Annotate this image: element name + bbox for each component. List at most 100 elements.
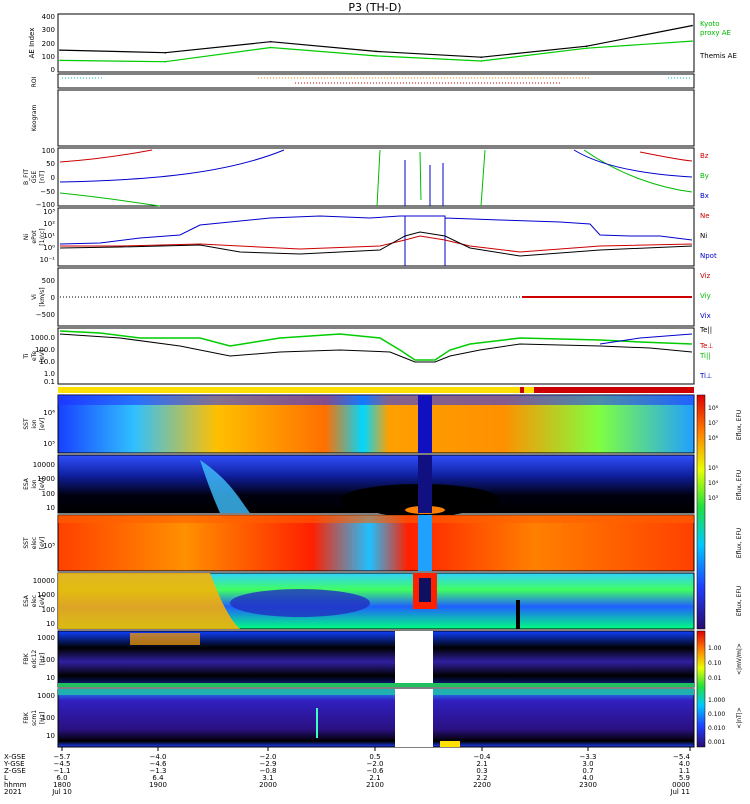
footer-cell: −5.4 (673, 753, 691, 761)
footer-row-label: X-GSE (4, 753, 26, 761)
spec2-ylabel-3: [eV] (39, 537, 46, 549)
bfit-ylabel-1: B_FIT (23, 169, 30, 185)
footer-cell: −1.3 (150, 767, 167, 775)
footer-cell: 4.0 (582, 774, 593, 782)
roi-panel-frame (57, 73, 695, 89)
bfit-ytick-0: 0 (51, 174, 55, 182)
bfit-ytick-50: 50 (46, 160, 55, 168)
density-legend-npot: Npot (700, 252, 717, 260)
ae-point (691, 24, 693, 27)
temp-ylabel-3: [eV] (39, 350, 46, 362)
spec2-ylabel-2: elec (31, 537, 38, 549)
esa-ion-panel (57, 454, 695, 516)
eflux-tick-1e8: 10⁸ (708, 405, 719, 412)
ae-ytick-300: 300 (42, 26, 55, 34)
footer-cell: 5.9 (679, 774, 690, 782)
mode-bar-slow (58, 387, 520, 393)
spec3-ytick-4: 10 (46, 620, 55, 628)
footer-cell: −2.0 (367, 760, 384, 768)
fbk-b-data-gap (395, 689, 433, 747)
fbk-b-tick-2: 0.100 (708, 711, 725, 718)
footer-cell: 2000 (259, 781, 277, 789)
mode-bar-gap (520, 387, 534, 393)
footer-row-label: L (4, 774, 8, 782)
density-ytick-1em1: 10⁻¹ (40, 256, 56, 264)
density-ytick-1e1: 10¹ (43, 232, 55, 240)
velocity-ylabel-2: [km/s] (39, 287, 46, 306)
bfit-by-mid (376, 149, 486, 207)
fbk-e-tick-3: 0.01 (708, 675, 722, 682)
sst-elec-panel (57, 514, 695, 572)
fbk-e-data-gap (395, 631, 433, 687)
density-ytick-1e2: 10² (43, 220, 55, 228)
eflux-tick-1e6: 10⁶ (708, 435, 719, 442)
spec5-ytick-3: 10 (46, 732, 55, 740)
spec2-ytick-1: 10⁵ (43, 542, 55, 550)
ae-point (164, 60, 167, 63)
footer-cell: −2.0 (260, 753, 277, 761)
velocity-ytick-0: 0 (51, 294, 55, 302)
density-ne-line (60, 235, 693, 253)
ae-point (59, 49, 61, 51)
ae-point (269, 40, 272, 43)
spec1-ytick-3: 100 (42, 490, 55, 498)
density-legend-ne: Ne (700, 212, 710, 220)
roi-ylabel: ROI (31, 76, 38, 87)
temp-legend-teperp: Te⊥ (699, 342, 714, 350)
footer-cell: 2.2 (476, 774, 487, 782)
footer-cell: 1.1 (679, 767, 690, 775)
footer-cell: 6.0 (56, 774, 67, 782)
spec4-ytick-1: 1000 (37, 634, 55, 642)
spec3-ylabel-1: ESA (23, 594, 30, 607)
footer-row-label: Y-GSE (3, 760, 25, 768)
colorbars: 10⁸ 10⁷ 10⁶ 10⁵ 10⁴ 10³ 1.00 0.10 0.01 1… (696, 394, 743, 748)
footer-cell: 3.1 (262, 774, 273, 782)
density-ni-line (59, 215, 693, 266)
temp-ytick-100: 100.0 (35, 346, 55, 354)
footer-cell: 2.1 (369, 774, 380, 782)
velocity-ytick-500: 500 (42, 277, 55, 285)
velocity-legend-viz: Viz (700, 272, 711, 280)
fbk-b-bottom-feature (440, 741, 460, 747)
eflux-label-3: Eflux, EFU (736, 528, 743, 558)
velocity-ytick-m500: −500 (36, 311, 55, 319)
spec3-ylabel-2: elec (31, 595, 38, 607)
keogram-panel: Keogram (31, 89, 695, 147)
temp-ytick-0-1: 0.1 (44, 378, 55, 386)
ae-ytick-100: 100 (42, 53, 55, 61)
bfit-ylabel-2: GSE (31, 171, 38, 183)
bfit-bx-left (59, 149, 285, 183)
footer-cell: −3.3 (580, 753, 597, 761)
density-npot-line (59, 231, 693, 257)
fbk-e-tick-1: 1.00 (708, 645, 722, 652)
ephemeris-footer: X-GSEY-GSEZ-GSELhhmm2021−5.7−4.5−1.16.01… (3, 747, 691, 796)
spec1-ytick-4: 10 (46, 504, 55, 512)
fbk-e-bottom-band (58, 683, 694, 687)
temp-legend-tipar: Ti|| (699, 352, 711, 360)
sst-ion-panel (57, 394, 695, 454)
ae-point (691, 40, 693, 42)
ae-ytick-200: 200 (42, 40, 55, 48)
spec0-ytick-1: 10⁶ (43, 409, 55, 417)
footer-cell: 0.5 (369, 753, 380, 761)
fbk-b-tick-1: 1.000 (708, 697, 725, 704)
spec5-ylabel-2: scm1 (31, 710, 38, 726)
footer-cell: 1800 (53, 781, 71, 789)
spec4-ylabel-1: FBK (23, 652, 30, 665)
spec1-ytick-2: 1000 (37, 475, 55, 483)
density-ytick-1e3: 10³ (43, 208, 55, 216)
spec0-ylabel-1: SST (23, 418, 30, 430)
fbk-b-spike (316, 708, 318, 738)
fbk-b-tick-3: 0.010 (708, 725, 725, 732)
bfit-by-right (583, 149, 693, 193)
density-legend-ni: Ni (700, 232, 707, 240)
esa-ion-feature-1 (200, 460, 250, 513)
footer-cell: 0000 (672, 781, 690, 789)
spec2-ylabel-1: SST (23, 537, 30, 549)
footer-cell: −2.9 (260, 760, 277, 768)
eflux-label-1: Eflux, EFU (736, 410, 743, 440)
bfit-bz-right (639, 151, 693, 162)
eflux-tick-1e7: 10⁷ (708, 420, 719, 427)
velocity-ylabel-1: Vi (31, 294, 38, 300)
